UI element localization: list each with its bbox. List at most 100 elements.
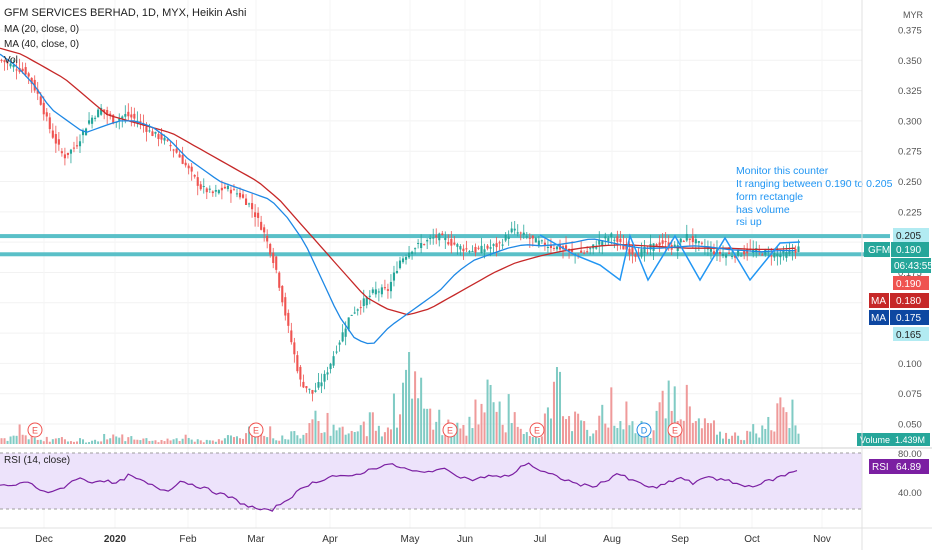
volume-bar [272, 438, 275, 444]
candle-body [54, 134, 57, 144]
volume-bar [456, 422, 459, 444]
volume-bar [649, 437, 652, 444]
volume-bar [190, 439, 193, 444]
time-axis[interactable]: Dec 2020 Feb Mar Apr May Jun Jul Aug Sep Oct Nov [35, 534, 831, 545]
event-marker-label: E [672, 426, 678, 436]
volume-bar [773, 431, 776, 444]
candle-body [121, 116, 124, 119]
indicator-ma40-label[interactable]: MA (40, close, 0) [4, 39, 79, 50]
volume-bar [235, 436, 238, 444]
volume-bar [510, 423, 513, 444]
svg-text:form rectangle: form rectangle [736, 191, 803, 203]
candle-body [528, 237, 531, 239]
volume-badge-value: 1.439M [895, 435, 925, 445]
volume-bar [432, 429, 435, 444]
candle-body [480, 245, 483, 253]
candle-body [571, 250, 574, 252]
event-marker-circle [636, 422, 652, 438]
volume-bar [142, 438, 145, 444]
indicator-ma20-label[interactable]: MA (20, close, 0) [4, 24, 79, 35]
candle-body [546, 246, 549, 248]
candle-body [100, 107, 103, 115]
rsi-title[interactable]: RSI (14, close) [4, 455, 70, 466]
volume-bar [444, 432, 447, 444]
candle-body [103, 109, 106, 112]
candle-body [21, 68, 24, 72]
indicator-vol-label[interactable]: Vol [4, 55, 18, 66]
volume-bar [767, 416, 770, 444]
volume-bar [326, 412, 329, 444]
volume-bar [386, 427, 389, 444]
volume-bar [196, 439, 199, 444]
time-tick-label: Apr [322, 534, 338, 545]
volume-bar [121, 434, 124, 444]
candle-body [91, 117, 94, 124]
volume-bar [489, 384, 492, 444]
volume-bar [238, 438, 242, 444]
candle-body [314, 390, 317, 392]
candle-body [235, 193, 239, 195]
svg-text:It ranging between 0.190 to 0.: It ranging between 0.190 to 0.205 [736, 178, 893, 190]
volume-bar [18, 424, 21, 444]
candle-body [374, 289, 377, 295]
candle-body [0, 59, 3, 61]
candle-body [371, 289, 374, 293]
candle-body [432, 237, 435, 239]
event-marker-circle [442, 422, 458, 438]
volume-bar [0, 438, 3, 444]
volume-bar [374, 430, 377, 444]
volume-bar [788, 428, 791, 444]
volume-bar [577, 413, 580, 444]
rectangle-zigzag-drawing[interactable] [539, 233, 801, 282]
candle-body [709, 248, 712, 252]
candle-body [244, 198, 248, 206]
volume-bar [474, 399, 477, 444]
candle-body [27, 73, 30, 77]
volume-bar [420, 377, 423, 444]
volume-bar [528, 435, 531, 444]
volume-bar [311, 419, 314, 444]
candle-body [45, 112, 48, 117]
range-level-band [0, 252, 890, 257]
volume-bar [133, 439, 136, 444]
candle-body [160, 133, 163, 140]
candle-body [145, 126, 148, 132]
candle-body [691, 236, 694, 243]
volume-bar [462, 425, 465, 444]
volume-bar [734, 432, 737, 444]
volume-bar [423, 408, 426, 444]
candle-body [610, 233, 613, 237]
candle-body [202, 186, 205, 188]
volume-bar [323, 432, 326, 444]
volume-bar [139, 440, 142, 444]
candle-body [721, 254, 725, 256]
candle-body [776, 253, 779, 257]
volume-bar [3, 438, 6, 444]
rsi-band [0, 453, 862, 509]
volume-bar [368, 412, 371, 444]
candle-body [272, 252, 275, 264]
volume-bar [501, 424, 504, 444]
volume-bar [362, 421, 365, 444]
candle-body [263, 227, 266, 233]
volume-bar [103, 433, 106, 444]
volume-bar [694, 421, 697, 444]
price-tick-label: 0.175 [898, 268, 922, 279]
candle-body [154, 131, 157, 134]
price-tick-label: 0.350 [898, 56, 922, 67]
volume-bar [607, 427, 610, 444]
candle-body [127, 111, 130, 117]
candle-body [404, 257, 408, 260]
candle-body [779, 254, 782, 258]
volume-bar [652, 430, 655, 444]
volume-bar [109, 438, 112, 444]
annotation-text[interactable]: Monitor this counter It ranging between … [736, 165, 893, 228]
event-marker-label: E [534, 426, 540, 436]
volume-bars [0, 352, 800, 444]
rsi-badge-value: 64.89 [896, 462, 921, 473]
volume-bar [504, 432, 507, 444]
candle-body [438, 233, 441, 241]
volume-bar [69, 441, 72, 444]
volume-bar [163, 441, 166, 444]
